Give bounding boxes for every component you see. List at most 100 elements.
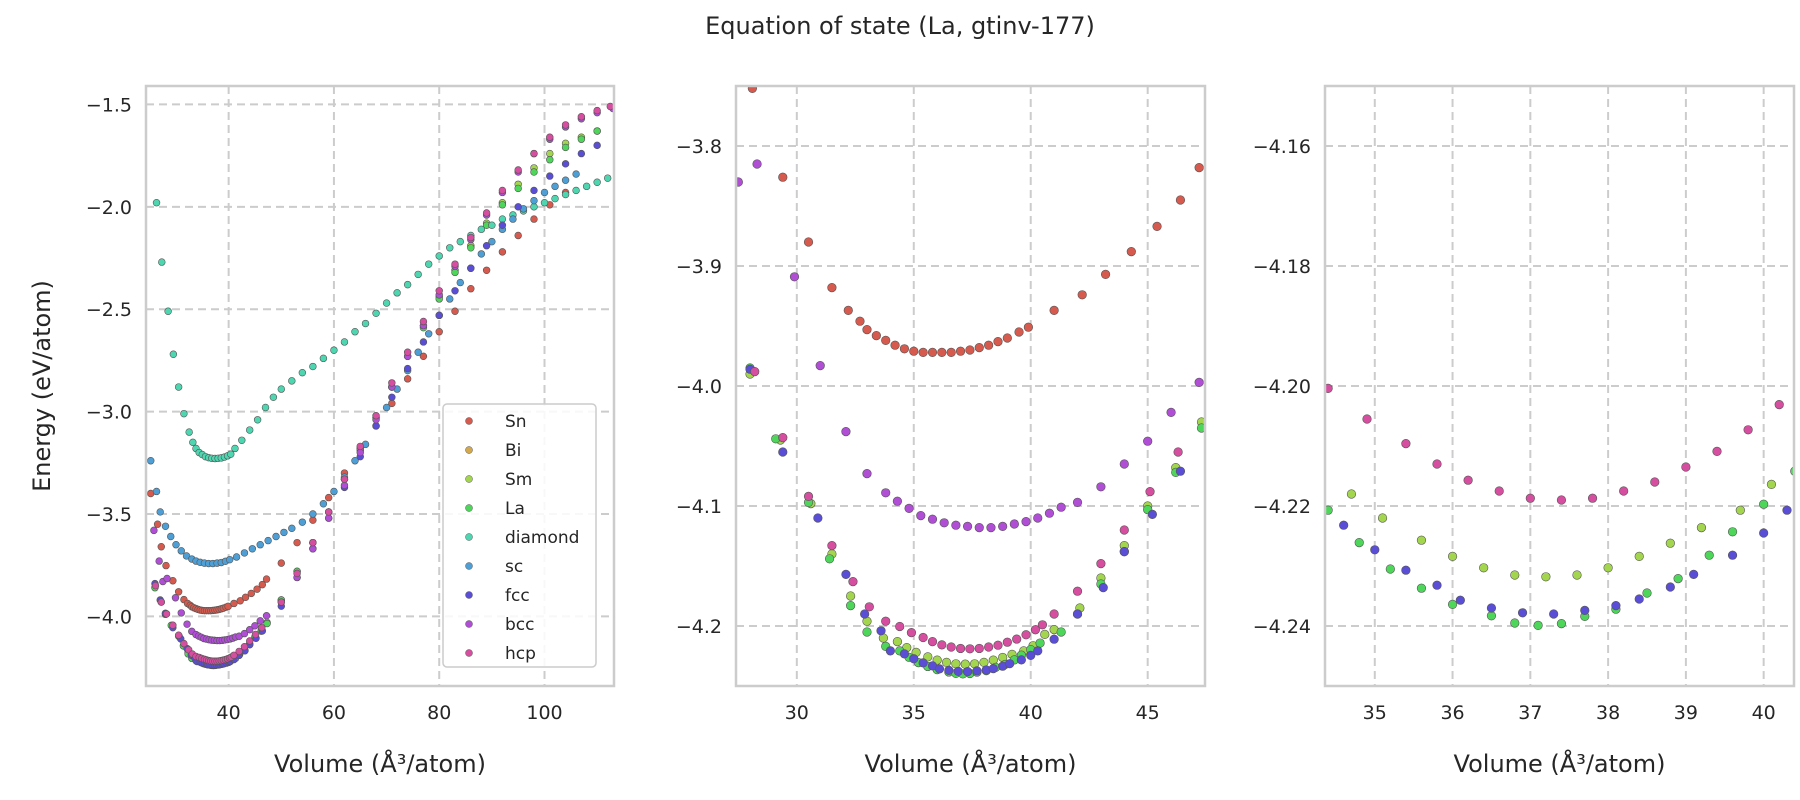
point-bcc [736,177,743,187]
point-hcp [309,538,317,547]
point-diamond [174,383,183,391]
point-hcp [906,627,917,638]
point-sc [272,532,280,541]
point-fcc [1049,634,1059,644]
point-La [1759,499,1769,509]
point-diamond [330,346,338,354]
point-La [1385,564,1395,574]
point-fcc [435,311,443,320]
point-hcp [750,367,760,377]
point-hcp [827,540,837,551]
point-fcc [944,665,954,676]
point-bcc [892,496,903,506]
point-hcp [1362,414,1372,424]
legend-label-sc: sc [505,557,523,577]
point-Sn [514,231,522,240]
point-hcp [1556,495,1567,505]
point-La [1533,620,1543,631]
point-diamond [540,199,549,207]
point-bcc [841,427,851,437]
point-hcp [498,186,507,195]
point-bcc [150,526,158,535]
point-hcp [180,639,188,648]
point-diamond [238,436,246,444]
point-Sn [1023,322,1033,332]
point-Sm [1665,538,1675,548]
point-fcc [530,186,538,195]
point-La [593,127,601,135]
point-bcc [324,514,333,522]
point-diamond [551,194,559,203]
point-fcc [498,221,507,229]
y-tick-label: −4.16 [1253,136,1311,158]
point-Sm [1541,572,1551,582]
point-hcp [277,598,285,606]
point-hcp [1587,493,1598,503]
point-fcc [577,149,586,158]
point-La [561,143,570,152]
y-tick-label: −3.9 [676,256,722,278]
point-bcc [183,620,191,628]
point-sc [446,295,454,303]
legend-marker-diamond [465,533,473,541]
point-hcp [324,508,333,516]
x-tick-label: 45 [1136,702,1160,724]
point-sc [351,457,359,465]
point-La [1035,638,1045,648]
point-Sn [309,516,317,524]
point-bcc [939,518,949,528]
point-Sn [1126,247,1136,257]
point-La [1642,588,1652,598]
point-diamond [488,221,496,229]
point-sc [309,510,317,518]
point-hcp [293,569,301,578]
point-bcc [1119,459,1129,469]
point-Sm [1040,629,1050,640]
axes-frame [734,84,1207,688]
point-bcc [862,469,872,479]
point-bcc [309,545,317,553]
legend-label-hcp: hcp [505,644,536,664]
point-fcc [372,422,380,430]
point-diamond [298,368,307,377]
point-diamond [393,289,401,297]
point-diamond [261,403,270,412]
point-diamond [169,350,178,358]
point-fcc [1339,520,1349,530]
point-hcp [577,113,586,121]
point-diamond [164,307,172,315]
point-Sn [153,520,162,528]
point-La [1196,423,1205,433]
point-fcc [1072,609,1083,619]
point-diamond [424,260,433,268]
point-La [530,168,538,176]
point-fcc [1432,580,1442,590]
point-Sn [324,493,333,502]
point-hcp [918,632,928,643]
point-hcp [974,643,984,654]
point-sc [414,348,422,356]
x-axis-label: Volume (Å³/atom) [274,749,486,778]
point-fcc [1517,608,1528,618]
point-Sn [918,347,928,358]
point-Sn [747,86,757,93]
point-fcc [1611,600,1621,611]
legend-marker-sc [465,562,473,570]
x-tick-label: 40 [1019,702,1043,724]
point-diamond [530,203,538,211]
point-hcp [1743,425,1753,435]
point-diamond [246,426,254,434]
point-fcc [1549,609,1559,619]
point-Sn [258,580,267,589]
point-Sm [1766,479,1777,490]
point-hcp [514,166,522,174]
point-fcc [972,666,982,676]
y-tick-label: −4.1 [676,496,722,518]
point-fcc [1580,605,1590,616]
point-Sn [230,599,238,608]
point-Sn [1049,305,1059,316]
point-bcc [904,503,914,514]
point-Sn [778,172,788,182]
point-diamond [382,299,391,307]
